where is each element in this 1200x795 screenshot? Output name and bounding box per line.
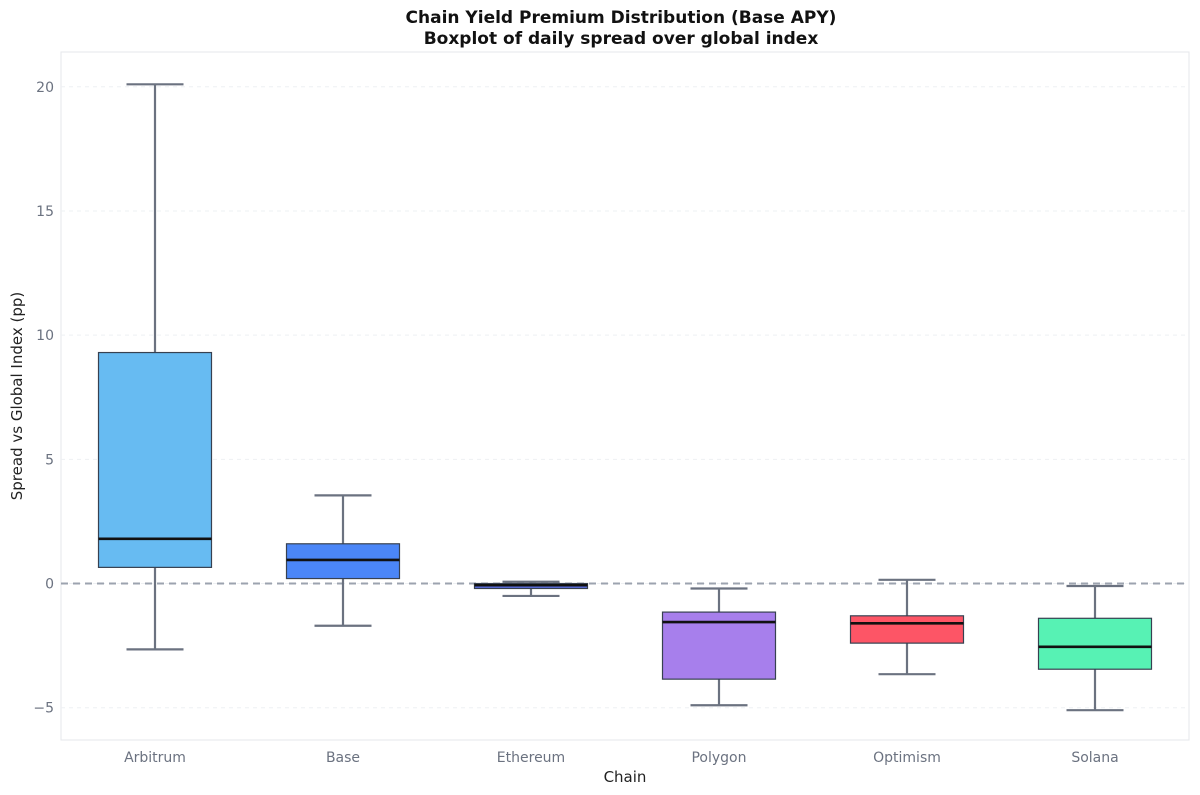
box-ethereum [473, 580, 589, 598]
box-solana [1037, 584, 1153, 712]
x-tick-label-ethereum: Ethereum [497, 750, 565, 766]
y-tick-labels: −5 0 5 10 15 20 [33, 80, 54, 717]
y-gridlines [61, 86, 1189, 709]
y-tick-label: 10 [36, 328, 54, 344]
box-arbitrum [97, 83, 213, 651]
x-tick-label-solana: Solana [1071, 750, 1118, 766]
box-base [285, 494, 401, 627]
x-tick-label-optimism: Optimism [873, 750, 941, 766]
x-axis-label: Chain [604, 768, 647, 786]
box-group [97, 83, 1153, 712]
chart-title-block: Chain Yield Premium Distribution (Base A… [0, 8, 1200, 50]
box-iqr [1037, 617, 1153, 670]
plot-frame [60, 51, 1190, 741]
x-tick-label-arbitrum: Arbitrum [124, 750, 186, 766]
x-tick-labels: Arbitrum Base Ethereum Polygon Optimism Solan… [124, 750, 1119, 766]
box-polygon [661, 587, 777, 707]
box-iqr [849, 615, 965, 644]
chart-subtitle: Boxplot of daily spread over global inde… [423, 29, 819, 49]
x-tick-label-polygon: Polygon [691, 750, 746, 766]
y-tick-label: 5 [45, 452, 54, 468]
y-tick-label: −5 [33, 701, 54, 717]
x-tick-label-base: Base [326, 750, 360, 766]
y-tick-label: 15 [36, 204, 54, 220]
chart-title: Chain Yield Premium Distribution (Base A… [405, 8, 837, 28]
y-axis-label: Spread vs Global Index (pp) [8, 292, 26, 500]
y-tick-label: 20 [36, 80, 54, 96]
box-optimism [849, 578, 965, 676]
y-tick-label: 0 [45, 577, 54, 593]
box-iqr [97, 351, 213, 568]
